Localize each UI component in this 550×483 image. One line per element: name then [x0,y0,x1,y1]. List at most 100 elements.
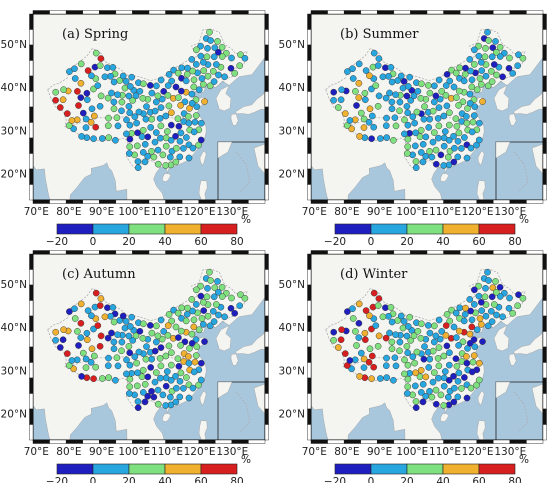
station-point [404,109,412,117]
station-point [237,51,244,59]
station-point [400,318,408,325]
station-point [422,133,430,141]
station-point [68,357,76,364]
station-point [360,124,368,131]
station-point [429,107,437,115]
station-point [355,94,363,101]
station-point [421,343,428,350]
station-point [118,347,125,355]
station-point [430,98,438,106]
station-point [443,71,451,78]
station-point [132,332,140,340]
station-point [88,345,96,353]
station-point [349,75,357,82]
station-point [383,374,391,381]
station-point [206,28,213,36]
station-point [466,99,474,107]
station-point [190,83,198,91]
panel-title: (d) Winter [340,267,408,282]
station-point [139,334,147,342]
station-point [142,355,150,363]
station-point [221,73,228,81]
frame-segment [215,10,233,15]
station-point [77,319,85,327]
longitude-tick-label: 100°E [396,206,428,218]
station-point [126,121,134,129]
frame-segment [264,184,269,201]
station-point [440,112,448,120]
station-point [174,309,182,317]
station-point [515,51,522,59]
colorbar-tick-label: 40 [158,236,171,248]
frame-segment [542,29,547,46]
station-point [430,369,438,376]
station-point [466,339,474,347]
colorbar: −20 0 20 40 60 80% [324,454,529,483]
station-point [379,73,387,81]
station-point [181,338,189,346]
station-point [346,357,354,364]
longitude-tick-label: 120°E [184,446,216,458]
station-point [392,362,400,370]
station-point [188,296,196,303]
station-point [157,362,165,370]
station-point [210,78,218,85]
station-point [148,147,155,155]
station-point [215,71,222,79]
frame-segment [29,75,34,92]
longitude-ticks: 70°E 80°E 90°E 100°E 110°E 120°E 130°E [24,206,249,218]
frame-segment [393,250,411,255]
station-point [185,394,193,402]
station-point [401,370,408,378]
station-point [112,376,119,384]
frame-segment [542,122,547,139]
frame-segment [32,439,50,444]
station-point [134,398,142,405]
frame-segment [181,10,199,15]
colorbar-unit: % [519,454,529,466]
longitude-tick-label: 130°E [216,206,248,218]
frame-segment [181,250,199,255]
station-point [174,115,182,123]
station-point [388,105,396,113]
frame-segment [526,10,544,15]
frame-segment [264,44,269,61]
frame-segment [509,199,527,204]
station-point [201,98,208,105]
colorbar-tick-label: 40 [436,476,449,483]
inset-coast [253,383,265,415]
station-point [160,328,168,335]
station-point [443,102,451,110]
frame-segment [29,184,34,201]
colorbar-tick-label: 60 [472,476,485,483]
station-point [471,286,478,294]
station-point [162,352,170,360]
station-point [409,113,417,121]
frame-segment [310,199,328,204]
station-point [488,293,496,301]
station-point [84,67,92,74]
station-point [104,304,111,312]
frame-segment [327,10,345,15]
frame-segment [377,250,395,255]
longitude-tick-label: 130°E [494,206,526,218]
station-point [489,284,497,292]
station-point [403,343,411,350]
station-point [431,322,438,330]
station-point [173,144,180,152]
frame-segment [307,44,312,61]
station-point [210,53,218,61]
station-point [139,126,147,134]
station-point [509,69,517,77]
frame-segment [542,346,547,363]
frame-segment [49,199,67,204]
station-point [432,332,440,340]
latitude-tick-label: 50°N [1,279,27,291]
latitude-tick-label: 30°N [279,125,305,137]
station-point [96,302,104,309]
station-point [104,334,112,342]
station-point [185,353,192,360]
latitude-ticks: 50°N 40°N 30°N 20°N [1,39,27,181]
station-point [435,374,442,382]
station-point [424,82,432,89]
